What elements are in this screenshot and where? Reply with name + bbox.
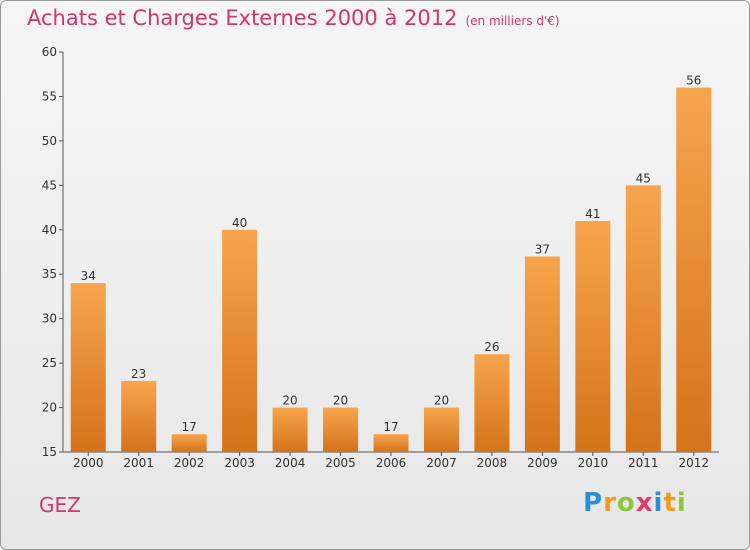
bar-2000 [70,283,106,452]
x-tick-label-2012: 2012 [678,456,709,470]
value-label-2006: 17 [383,420,398,434]
bar-2009 [524,256,560,452]
value-label-2008: 26 [484,340,499,354]
y-tick-label: 40 [42,223,57,237]
value-label-2005: 20 [333,394,348,408]
value-label-2003: 40 [232,216,247,230]
chart-title-text: Achats et Charges Externes 2000 à 2012 [27,6,458,30]
logo-letter: x [635,488,654,518]
y-tick-label: 15 [42,445,57,459]
bar-2006 [373,434,409,452]
bar-2010 [575,220,611,452]
bar-2011 [625,185,661,453]
x-tick-label-2003: 2003 [224,456,255,470]
logo-letter: i [676,488,687,518]
value-label-2001: 23 [131,367,146,381]
y-tick-label: 60 [42,45,57,59]
y-tick-label: 30 [42,312,57,326]
y-tick-label: 45 [42,178,57,192]
x-tick-label-2002: 2002 [174,456,205,470]
bar-2001 [121,380,157,452]
chart-title: Achats et Charges Externes 2000 à 2012 (e… [27,6,560,30]
x-tick-label-2001: 2001 [123,456,154,470]
x-tick-label-2011: 2011 [628,456,659,470]
value-label-2009: 37 [535,242,550,256]
logo-letter: o [616,488,636,518]
x-tick-label-2005: 2005 [325,456,356,470]
x-tick-label-2000: 2000 [73,456,104,470]
labels: 34 2000 23 2001 17 2002 40 2003 20 2004 20 2005 17 20… [73,74,709,470]
logo-letter: P [583,488,604,518]
bars [70,87,712,453]
value-label-2000: 34 [81,269,96,283]
x-tick-label-2006: 2006 [376,456,407,470]
value-label-2002: 17 [182,420,197,434]
y-tick-label: 50 [42,134,57,148]
bar-2012 [676,87,712,453]
x-tick-label-2007: 2007 [426,456,457,470]
value-label-2004: 20 [282,394,297,408]
y-tick-label: 25 [42,356,57,370]
axes: 15 20 25 30 35 40 45 50 55 60 [42,45,719,459]
chart-unit: (en milliers d'€) [465,14,560,28]
x-tick-label-2004: 2004 [275,456,306,470]
x-tick-label-2009: 2009 [527,456,558,470]
logo-letter: r [603,488,617,518]
value-label-2010: 41 [585,207,600,221]
place-name: GEZ [39,493,81,517]
value-label-2011: 45 [636,171,651,185]
bar-2005 [323,407,359,452]
value-label-2007: 20 [434,394,449,408]
y-tick-label: 55 [42,89,57,103]
x-tick-label-2010: 2010 [578,456,609,470]
y-tick-label: 35 [42,267,57,281]
x-tick-label-2008: 2008 [477,456,508,470]
bar-2007 [423,407,459,452]
value-label-2012: 56 [686,74,701,88]
bar-2003 [222,229,258,452]
bar-2004 [272,407,308,452]
proxiti-logo: Proxiti [583,488,687,518]
bar-2008 [474,354,510,452]
bar-2002 [171,434,207,452]
y-tick-label: 20 [42,401,57,415]
logo-letter: i [653,488,664,518]
logo-letter: t [663,488,677,518]
